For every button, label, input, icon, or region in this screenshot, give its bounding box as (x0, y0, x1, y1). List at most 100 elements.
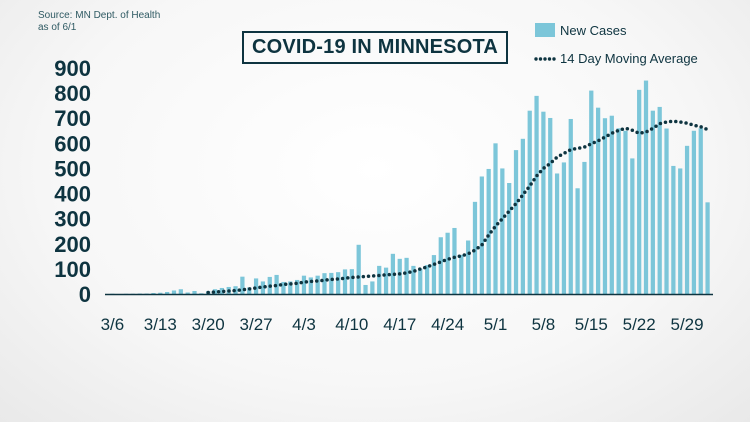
x-tick-label: 4/3 (292, 315, 316, 334)
bar-new-cases (329, 272, 334, 294)
average-dot (558, 153, 563, 157)
average-dot (592, 140, 596, 145)
average-dot (314, 279, 319, 283)
average-dot (211, 290, 216, 294)
average-dot (222, 289, 226, 294)
x-tick-label: 5/22 (623, 315, 656, 334)
average-dot (366, 274, 371, 278)
bar-new-cases (397, 258, 402, 294)
legend-dot (543, 57, 547, 61)
bar-new-cases (541, 111, 546, 294)
y-tick-label: 900 (54, 56, 91, 81)
bar-new-cases (308, 277, 313, 294)
average-dot (663, 120, 668, 125)
average-dot (495, 222, 500, 226)
bar-new-cases (630, 158, 635, 294)
average-dot (684, 121, 688, 125)
x-tick-label: 5/15 (575, 315, 608, 334)
bar-new-cases (596, 107, 601, 295)
average-dot (237, 288, 242, 292)
average-dot (486, 234, 490, 238)
x-tick-label: 5/8 (532, 315, 556, 334)
bar-new-cases (589, 90, 594, 294)
average-dot (457, 254, 462, 259)
bar-new-cases (582, 161, 587, 294)
bar-new-cases (493, 143, 498, 294)
average-dot (397, 272, 402, 276)
average-dot (606, 133, 610, 138)
average-dot (294, 281, 298, 286)
average-dot (532, 177, 536, 182)
average-dot (340, 276, 345, 281)
average-dot (299, 280, 303, 285)
average-dot (330, 277, 335, 282)
average-dot (418, 267, 422, 271)
average-dot (304, 280, 309, 284)
bar-new-cases (370, 281, 375, 294)
average-dot (492, 226, 497, 230)
y-tick-label: 100 (54, 257, 91, 282)
bar-new-cases (623, 130, 628, 294)
bar-new-cases (342, 269, 348, 294)
average-dot (309, 279, 314, 284)
average-dot (674, 119, 678, 124)
average-dot (630, 128, 635, 133)
average-dot (645, 129, 649, 134)
bar-new-cases (554, 173, 560, 294)
x-tick-label: 3/6 (101, 315, 125, 334)
bar-new-cases (698, 128, 703, 294)
average-dot (289, 282, 293, 286)
bar-new-cases (472, 201, 478, 294)
legend-new-cases-swatch (535, 23, 555, 37)
source-line-1: Source: MN Dept. of Health (38, 10, 161, 21)
average-dot (513, 202, 517, 207)
average-dot (432, 262, 437, 266)
bars (110, 80, 710, 295)
y-tick-label: 800 (54, 81, 91, 106)
bar-new-cases (158, 292, 163, 294)
bar-new-cases (295, 279, 300, 294)
bar-new-cases (602, 118, 608, 294)
bar-new-cases (452, 227, 457, 294)
average-dot (509, 206, 514, 211)
average-dot (587, 142, 592, 147)
average-dot (538, 169, 543, 174)
bar-new-cases (527, 110, 532, 294)
average-dot (227, 289, 231, 293)
average-dot (489, 230, 493, 234)
bar-new-cases (253, 278, 259, 294)
bar-new-cases (377, 265, 382, 294)
y-tick-label: 600 (54, 131, 91, 156)
x-tick-label: 3/13 (144, 315, 177, 334)
bar-new-cases (609, 115, 614, 295)
average-dot (467, 251, 471, 255)
legend-average-label: 14 Day Moving Average (560, 51, 698, 66)
average-dot (413, 269, 417, 273)
x-tick-label: 5/1 (484, 315, 508, 334)
average-dot (371, 274, 376, 278)
x-tick-label: 4/24 (431, 315, 464, 334)
average-dot (437, 260, 442, 265)
x-tick-label: 4/17 (383, 315, 416, 334)
bar-new-cases (445, 232, 450, 294)
bar-new-cases (383, 267, 389, 294)
bar-new-cases (650, 110, 655, 294)
average-dot (542, 166, 546, 170)
average-dot (335, 277, 340, 281)
bar-new-cases (151, 293, 156, 294)
bar-new-cases (431, 255, 437, 294)
bar-new-cases (678, 168, 683, 294)
average-dot (377, 273, 381, 278)
average-dot (403, 271, 407, 275)
bar-new-cases (192, 290, 197, 294)
average-dot (247, 287, 252, 291)
bar-new-cases (438, 237, 443, 294)
average-dot (554, 156, 558, 160)
bar-new-cases (356, 244, 361, 294)
bar-new-cases (637, 89, 642, 294)
average-dot (320, 278, 324, 283)
legend-new-cases-label: New Cases (560, 23, 627, 38)
average-dot (550, 159, 555, 164)
